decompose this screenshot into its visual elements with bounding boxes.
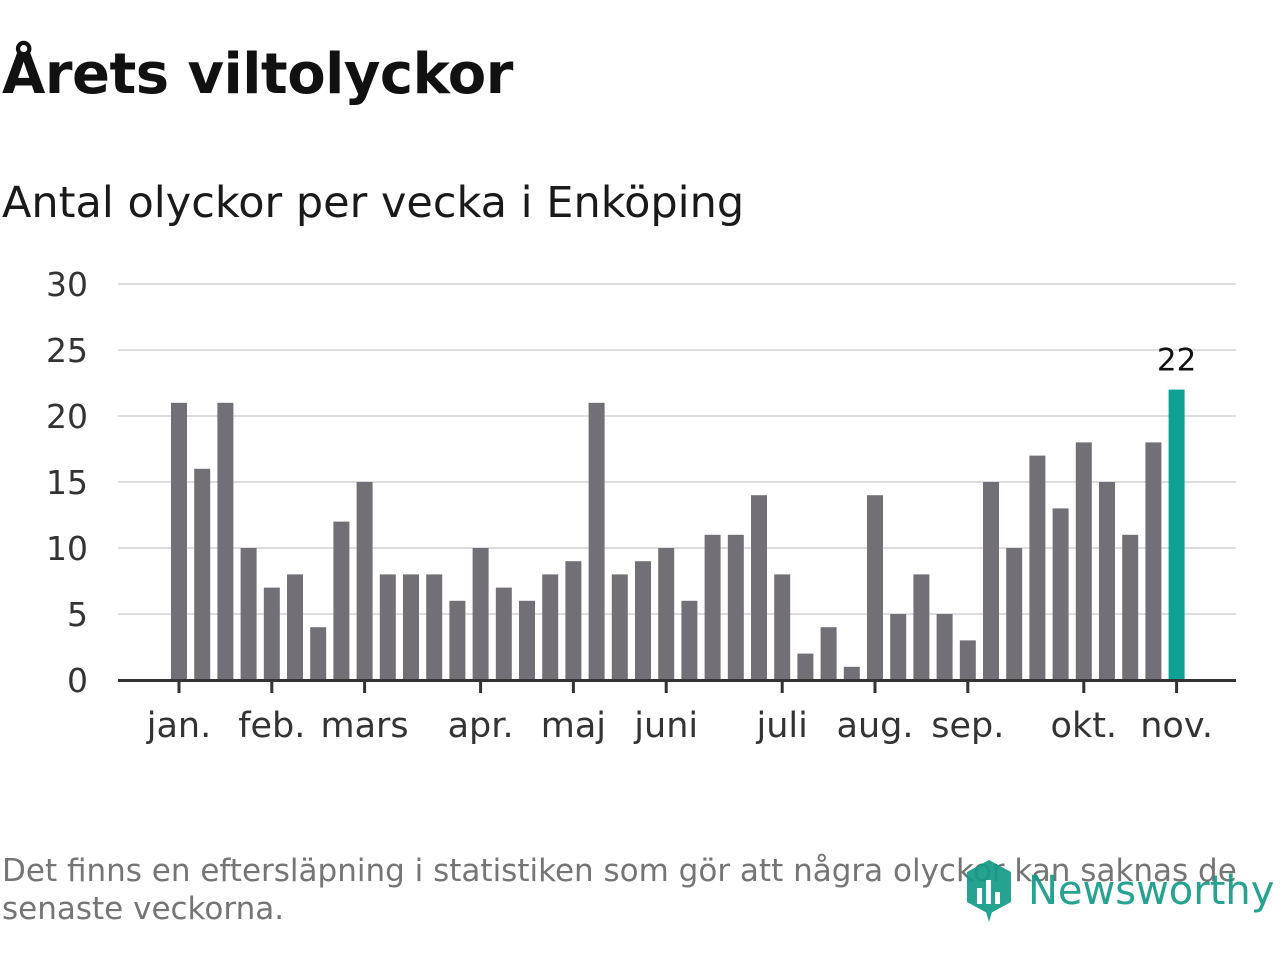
y-tick-label: 10 <box>46 529 88 568</box>
bar <box>263 587 280 680</box>
y-tick-label: 20 <box>46 397 88 436</box>
bar <box>774 574 791 680</box>
bar <box>1006 548 1023 680</box>
y-tick-label: 15 <box>46 463 88 502</box>
newsworthy-logo-icon <box>967 860 1011 922</box>
bar <box>635 561 651 680</box>
x-tick-label: mars <box>321 706 409 746</box>
x-tick-label: jan. <box>146 706 211 746</box>
x-tick-label: nov. <box>1140 706 1213 746</box>
x-tick-label: maj <box>541 706 606 746</box>
bar <box>727 534 744 680</box>
bar <box>681 600 698 680</box>
brand-logo: Newsworthy <box>964 858 1274 924</box>
bar <box>217 402 234 680</box>
bar <box>704 534 721 680</box>
data-label: 22 <box>1157 343 1196 379</box>
x-tick-label: aug. <box>837 706 914 746</box>
bar <box>310 627 327 680</box>
x-tick-label: juni <box>633 706 698 746</box>
bar <box>171 402 187 680</box>
bar <box>959 640 976 680</box>
bar <box>287 574 303 680</box>
bar <box>542 574 559 680</box>
bar <box>983 482 999 680</box>
x-tick-label: juli <box>756 706 808 746</box>
bar <box>1145 442 1162 680</box>
bar <box>588 402 605 680</box>
bar <box>519 600 535 680</box>
chart-title: Årets viltolyckor <box>2 42 513 107</box>
bar <box>1029 455 1046 680</box>
bar <box>472 548 489 680</box>
bar <box>426 574 443 680</box>
bar <box>751 495 767 680</box>
bar <box>611 574 628 680</box>
bar <box>936 614 953 680</box>
y-tick-label: 30 <box>46 265 88 304</box>
chart-subtitle: Antal olyckor per vecka i Enköping <box>2 178 745 228</box>
footnote: Det finns en eftersläpning i statistiken… <box>2 853 1237 927</box>
x-tick-label: sep. <box>931 706 1004 746</box>
y-tick-label: 5 <box>67 595 88 634</box>
bar <box>333 521 350 680</box>
bar <box>1122 534 1139 680</box>
bar <box>867 495 883 680</box>
bar <box>194 468 211 680</box>
bar <box>890 614 907 680</box>
bar <box>820 627 837 680</box>
bar <box>565 561 582 680</box>
bar <box>240 548 257 680</box>
bar <box>1075 442 1092 680</box>
brand-name: Newsworthy <box>1028 868 1275 914</box>
highlight-bar <box>1168 389 1185 680</box>
bar <box>797 653 814 680</box>
x-tick-label: apr. <box>448 706 514 746</box>
x-tick-label: feb. <box>238 706 305 746</box>
y-tick-label: 25 <box>46 331 88 370</box>
bar <box>1052 508 1069 680</box>
bar <box>843 666 860 680</box>
x-tick-label: okt. <box>1051 706 1118 746</box>
bar <box>1099 482 1115 680</box>
bar <box>658 548 675 680</box>
bar <box>913 574 930 680</box>
bar <box>495 587 512 680</box>
bar <box>403 574 419 680</box>
bar <box>379 574 396 680</box>
bar <box>356 482 373 680</box>
y-tick-label: 0 <box>67 661 88 700</box>
bar <box>449 600 466 680</box>
